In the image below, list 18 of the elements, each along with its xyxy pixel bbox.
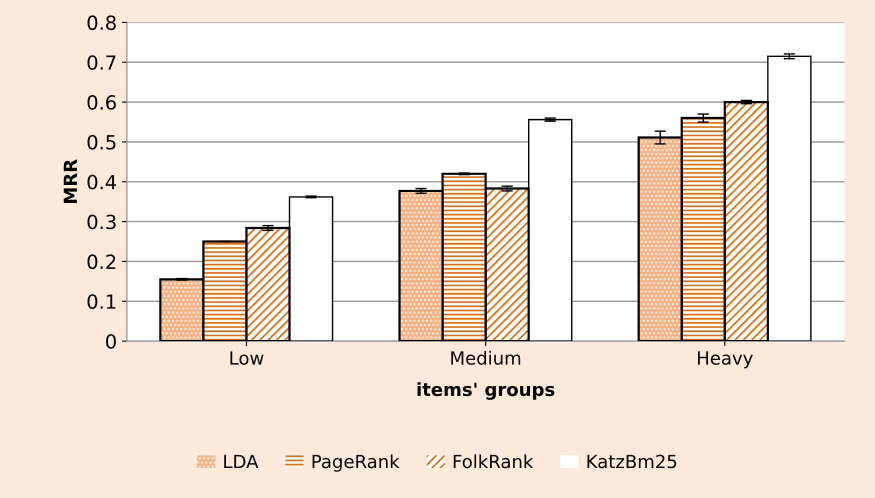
y-tick-label: 0.1 [88, 294, 116, 309]
legend-label: FolkRank [454, 454, 534, 468]
y-tick-label: 0.5 [88, 134, 116, 150]
y-tick-label: 0.7 [88, 55, 116, 70]
y-tick-label: 0.2 [88, 254, 116, 270]
y-axis-title: MRR [64, 159, 77, 203]
x-tick-label: Low [230, 351, 264, 365]
y-tick-label: 0.4 [88, 174, 116, 190]
x-tick-label: Medium [451, 350, 520, 365]
x-tick-label: Heavy [698, 351, 753, 368]
y-tick-label: 0.3 [88, 214, 116, 230]
y-tick-label: 0 [106, 334, 116, 349]
x-axis-title: items' groups [418, 382, 554, 400]
y-tick-label: 0.8 [88, 15, 116, 30]
legend-label: PageRank [312, 454, 400, 472]
y-tick-label: 0.6 [88, 95, 116, 110]
legend-label: LDA [224, 454, 258, 468]
legend-label: KatzBm25 [587, 454, 676, 468]
